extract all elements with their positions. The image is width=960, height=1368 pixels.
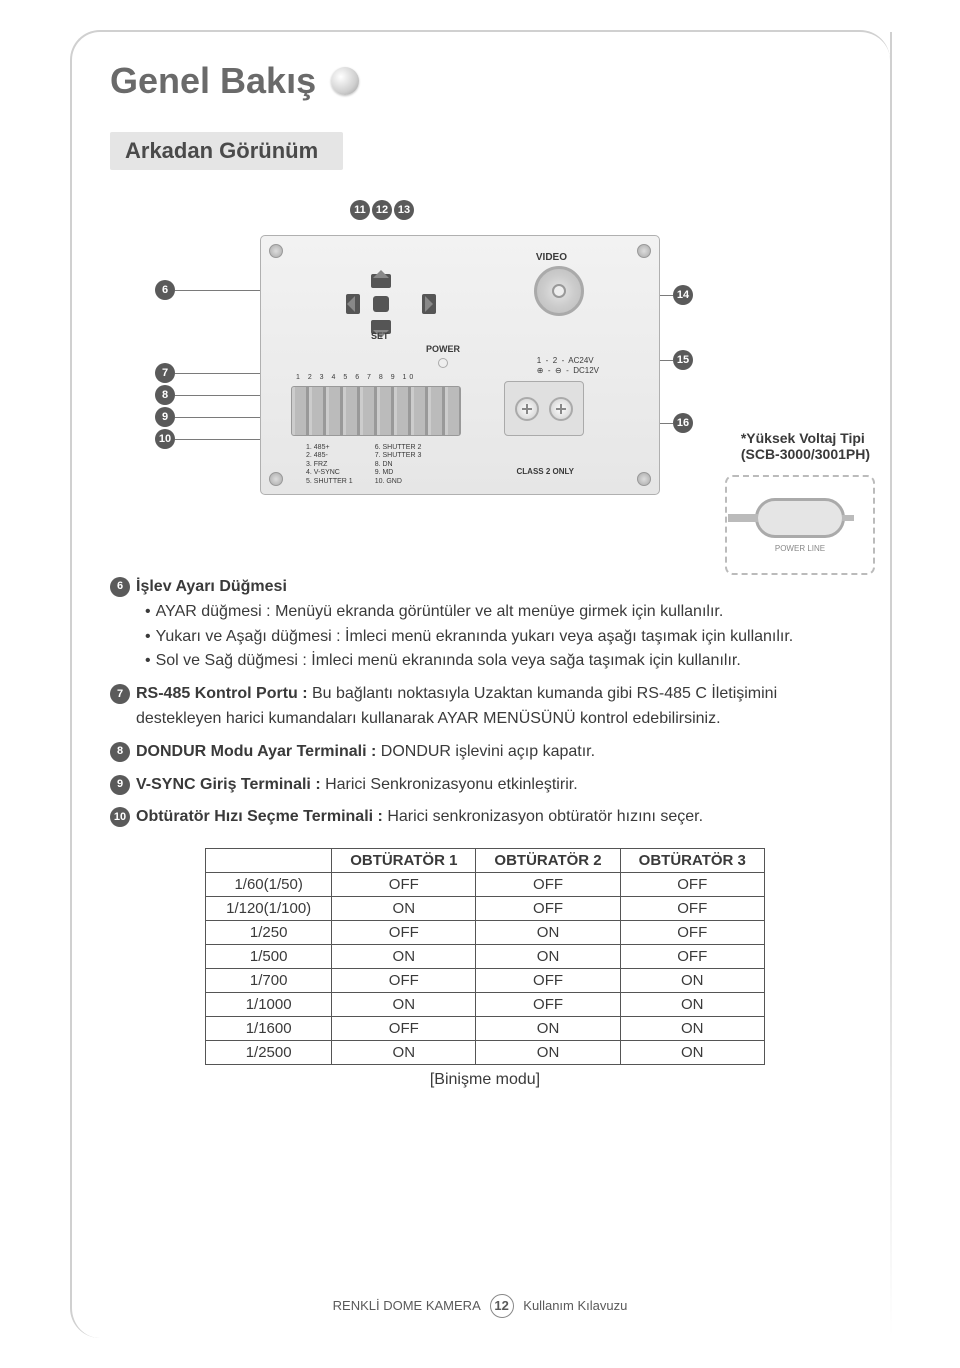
power-voltage-text: 1 - 2 - AC24V ⊕ - ⊖ - DC12V	[537, 356, 599, 377]
callout-8-row: 8	[155, 385, 260, 405]
callout-10: 10	[155, 429, 175, 449]
leader-line	[658, 295, 673, 296]
hv-note-l1: *Yüksek Voltaj Tipi	[741, 430, 870, 446]
power-label: POWER	[426, 344, 460, 354]
callout-14: 14	[673, 285, 693, 305]
callout-15-row: 15	[658, 350, 693, 370]
page-footer: RENKLİ DOME KAMERA 12 Kullanım Kılavuzu	[0, 1294, 960, 1318]
powerline-label: POWER LINE	[775, 544, 825, 553]
device-rear-panel: VIDEO SET POWER 1 - 2 - AC24V ⊕ - ⊖ - DC…	[260, 235, 660, 495]
callout-11: 11	[350, 200, 370, 220]
hv-note-l2: (SCB-3000/3001PH)	[741, 446, 870, 462]
power-screw-icon	[515, 397, 539, 421]
screw-icon	[637, 472, 651, 486]
callout-6-row: 6	[155, 280, 260, 300]
class-label: CLASS 2 ONLY	[517, 467, 575, 476]
callout-9: 9	[155, 407, 175, 427]
power-cable-icon	[755, 498, 845, 538]
legend-left: 1. 485+ 2. 485- 3. FRZ 4. V-SYNC 5. SHUT…	[306, 444, 353, 486]
power-cable-box: POWER LINE	[725, 475, 875, 575]
callout-13: 13	[394, 200, 414, 220]
callout-10-row: 10	[155, 429, 260, 449]
terminal-block-icon	[291, 386, 461, 436]
callout-8: 8	[155, 385, 175, 405]
screw-icon	[269, 244, 283, 258]
callout-9-row: 9	[155, 407, 260, 427]
footer-left: RENKLİ DOME KAMERA	[333, 1298, 480, 1313]
power-screw-icon	[549, 397, 573, 421]
rear-view-diagram: 11 12 13 6 7 8 9 10 14	[110, 195, 860, 555]
top-callouts: 11 12 13	[350, 200, 414, 220]
pin-legend: 1. 485+ 2. 485- 3. FRZ 4. V-SYNC 5. SHUT…	[306, 444, 421, 486]
screw-icon	[637, 244, 651, 258]
set-label: SET	[371, 331, 389, 341]
callout-15: 15	[673, 350, 693, 370]
screw-icon	[269, 472, 283, 486]
bnc-connector-icon	[534, 266, 584, 316]
arrow-up-icon	[373, 262, 389, 278]
callout-7: 7	[155, 363, 175, 383]
power-terminal-block	[504, 381, 584, 436]
dpad-set-button	[373, 296, 389, 312]
callout-12: 12	[372, 200, 392, 220]
leader-line	[175, 417, 260, 418]
video-label: VIDEO	[536, 252, 567, 263]
callout-7-row: 7	[155, 363, 260, 383]
callout-14-row: 14	[658, 285, 693, 305]
callout-6: 6	[155, 280, 175, 300]
leader-line	[658, 423, 673, 424]
leader-line	[175, 395, 260, 396]
power-led-icon	[438, 358, 448, 368]
leader-line	[175, 290, 260, 291]
footer-right: Kullanım Kılavuzu	[523, 1298, 627, 1313]
leader-line	[175, 373, 260, 374]
high-voltage-note: *Yüksek Voltaj Tipi (SCB-3000/3001PH)	[741, 430, 870, 462]
leader-line	[175, 439, 260, 440]
leader-line	[658, 360, 673, 361]
page-number: 12	[490, 1294, 514, 1318]
arrow-right-icon	[425, 296, 441, 312]
legend-right: 6. SHUTTER 2 7. SHUTTER 3 8. DN 9. MD 10…	[375, 444, 422, 486]
callout-16-row: 16	[658, 413, 693, 433]
arrow-left-icon	[339, 296, 355, 312]
pin-numbers: 1 2 3 4 5 6 7 8 9 10	[296, 374, 416, 381]
callout-16: 16	[673, 413, 693, 433]
